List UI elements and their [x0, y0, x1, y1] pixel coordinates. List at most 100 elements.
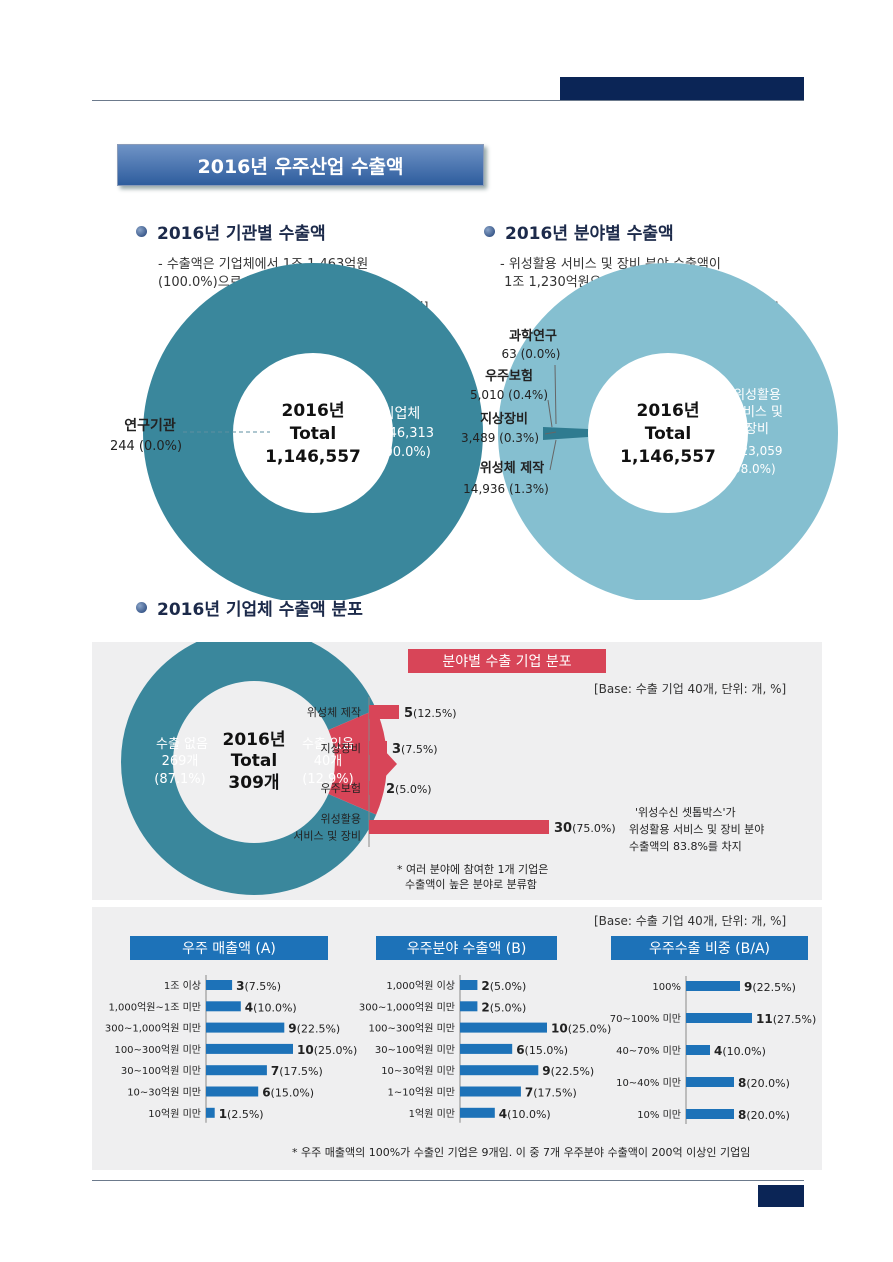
top-donut-charts: 2016년 Total 1,146,557 기업체 1,146,313 (100… [110, 263, 838, 600]
donut-slice-company [143, 263, 483, 600]
center-line-2: Total [290, 424, 336, 444]
data-label: 10(25.0%) [551, 1022, 611, 1036]
data-label: 8(20.0%) [738, 1108, 790, 1122]
bar [460, 1107, 495, 1118]
bar [369, 781, 381, 795]
data-label: 3(7.5%) [392, 742, 438, 757]
center-line-2: Total [231, 751, 277, 771]
header-rule [92, 100, 804, 101]
revenue-bar-chart: 1조 이상 3(7.5%) 1,000억원~1조 미만 4(10.0%) 300~1,0… [105, 975, 357, 1123]
category-label: 10~30억원 미만 [381, 1065, 455, 1077]
category-label: 10억원 미만 [148, 1108, 201, 1120]
category-label: 위성활용 [321, 812, 361, 826]
bar [460, 1086, 521, 1097]
bar [206, 1086, 259, 1097]
data-label: 4(10.0%) [714, 1044, 766, 1058]
bar [460, 1065, 539, 1076]
bar [460, 1001, 478, 1012]
page-number-box [758, 1185, 804, 1207]
center-line-3: 1,146,557 [620, 447, 716, 467]
leader-line-satellite [549, 439, 557, 471]
bar [686, 1045, 710, 1055]
slice-label-company: 기업체 [382, 406, 421, 422]
data-label: 2(5.0%) [481, 1000, 526, 1014]
section-field-title: 2016년 분야별 수출액 [484, 219, 674, 244]
donut-slice-small-fields [543, 427, 588, 440]
donut-slice-export [328, 709, 387, 815]
data-label: 1(2.5%) [219, 1107, 264, 1121]
bar [206, 1043, 293, 1054]
data-label: 9(22.5%) [542, 1064, 594, 1078]
category-label: 40~70% 미만 [616, 1045, 681, 1057]
donut-slice-no-export [121, 642, 377, 895]
data-label: 5(12.5%) [404, 706, 457, 721]
slice-value-export: 40개 [314, 754, 343, 769]
section-institution-label: 2016년 기관별 수출액 [157, 224, 326, 244]
category-label: 지상장비 [321, 742, 361, 755]
slice-label-science: 과학연구 [509, 328, 557, 344]
slice-label-satellite-service-2: 서비스 및 [731, 405, 783, 420]
revenue-charts: 1조 이상 3(7.5%) 1,000억원~1조 미만 4(10.0%) 300~1,0… [105, 975, 816, 1159]
bar [369, 705, 399, 719]
bar [206, 1001, 241, 1012]
section-institution-title: 2016년 기관별 수출액 [136, 219, 326, 244]
bar [686, 1109, 734, 1119]
ratio-chart-title: 우주수출 비중 (B/A) [611, 936, 808, 960]
slice-pct-no-export: (87.1%) [154, 772, 205, 787]
bar [206, 1065, 267, 1076]
slice-value-satellite-service: 1,123,059 [721, 444, 782, 458]
export-bar-chart: 1,000억원 이상 2(5.0%) 300~1,000억원 미만 2(5.0%) 10… [359, 975, 611, 1123]
center-line-3: 1,146,557 [265, 447, 361, 467]
ratio-bar-chart: 100% 9(22.5%) 70~100% 미만 11(27.5%) 40~70% 미만… [610, 976, 816, 1124]
data-label: 7(17.5%) [271, 1064, 323, 1078]
data-label: 2(5.0%) [481, 979, 526, 993]
section-distribution-label: 2016년 기업체 수출액 분포 [157, 600, 363, 620]
center-line-3: 309개 [228, 773, 279, 793]
bar [686, 1013, 752, 1023]
bullet-icon [136, 602, 147, 613]
slice-value-satellite: 14,936 (1.3%) [463, 482, 549, 496]
category-label: 30~100억원 미만 [375, 1044, 455, 1056]
data-label: 3(7.5%) [236, 979, 281, 993]
header-bar [560, 77, 804, 101]
dist-footnote-line-1: * 여러 분야에 참여한 1개 기업은 [397, 863, 548, 876]
center-line-1: 2016년 [637, 401, 700, 421]
category-label: 서비스 및 장비 [293, 830, 361, 843]
slice-label-research: 연구기관 [124, 417, 176, 434]
category-label: 10~30억원 미만 [127, 1087, 201, 1099]
data-label: 8(20.0%) [738, 1076, 790, 1090]
data-label: 10(25.0%) [297, 1043, 357, 1057]
bar [460, 980, 478, 990]
data-label: 9(22.5%) [744, 980, 796, 994]
category-label: 우주보험 [321, 782, 361, 795]
page-title: 2016년 우주산업 수출액 [117, 144, 484, 186]
section-field-label: 2016년 분야별 수출액 [505, 224, 674, 244]
slice-value-research: 244 (0.0%) [110, 439, 182, 454]
revenue-chart-title: 우주 매출액 (A) [130, 936, 328, 960]
category-label: 1~10억원 미만 [388, 1087, 455, 1099]
field-distribution-tag: 분야별 수출 기업 분포 [408, 649, 606, 673]
section-distribution-title: 2016년 기업체 수출액 분포 [136, 595, 363, 620]
bottom-footnote: * 우주 매출액의 100%가 수출인 기업은 9개임. 이 중 7개 우주분야… [292, 1146, 750, 1159]
slice-label-satellite: 위성체 제작 [480, 460, 544, 476]
bar [206, 1107, 215, 1118]
slice-value-insurance: 5,010 (0.4%) [470, 388, 548, 402]
category-label: 100~300억원 미만 [368, 1023, 455, 1035]
center-line-1: 2016년 [223, 730, 286, 750]
slice-label-satellite-service-1: 위성활용 [733, 388, 781, 403]
footer-rule [92, 1180, 804, 1181]
data-label: 4(10.0%) [245, 1000, 297, 1014]
slice-value-company: 1,146,313 [368, 426, 434, 441]
bar [460, 1043, 513, 1054]
revenue-panel-base: [Base: 수출 기업 40개, 단위: 개, %] [594, 914, 787, 928]
category-label: 10% 미만 [637, 1109, 681, 1121]
slice-label-export: 수출 있음 [302, 737, 354, 752]
category-label: 위성체 제작 [307, 706, 361, 719]
distribution-charts: 2016년 Total 309개 수출 없음 269개 (87.1%) 수출 있… [121, 642, 764, 895]
data-label: 7(17.5%) [525, 1086, 577, 1100]
category-label: 1조 이상 [164, 980, 201, 992]
data-label: 6(15.0%) [516, 1043, 568, 1057]
bar [206, 1022, 285, 1033]
category-label: 70~100% 미만 [610, 1013, 681, 1025]
category-label: 100~300억원 미만 [114, 1044, 201, 1056]
